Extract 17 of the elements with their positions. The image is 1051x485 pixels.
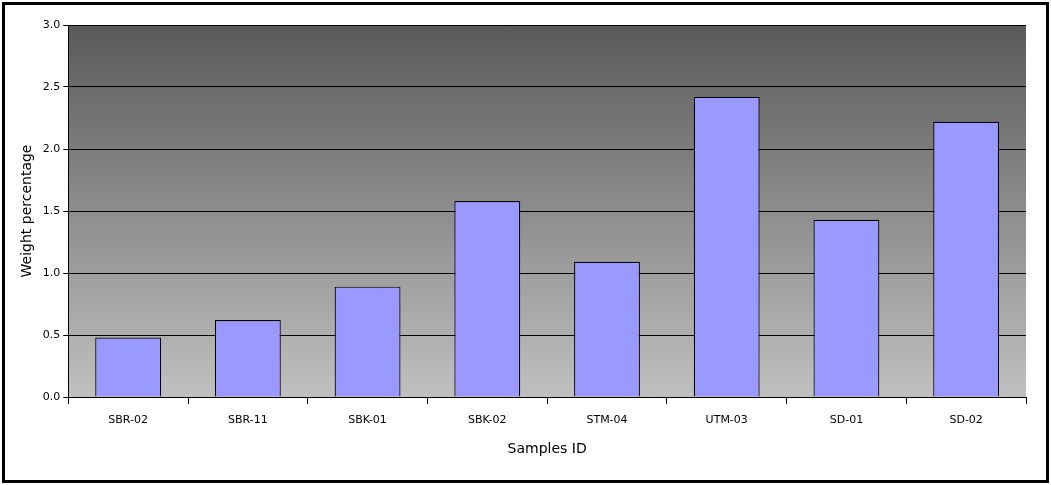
x-tick-label: SBR-11 (228, 413, 268, 427)
x-tick-label: UTM-03 (705, 413, 748, 427)
y-tick-label: 2.0 (42, 141, 61, 155)
y-tick-label: 1.0 (42, 265, 61, 279)
x-tick-label: SBK-02 (468, 413, 507, 427)
y-tick-label: 1.5 (42, 203, 61, 217)
y-tick-label: 3.0 (42, 17, 61, 31)
x-tick-label: SBK-01 (348, 413, 387, 427)
y-tick-label: 0.0 (42, 389, 61, 403)
y-tick-label: 2.5 (42, 79, 61, 93)
y-tick-label: 0.5 (42, 327, 61, 341)
x-tick-label: SD-01 (829, 413, 864, 427)
x-axis-title: Samples ID (507, 440, 587, 457)
y-axis-title: Weight percentage (18, 144, 35, 278)
x-tick-label: SBR-02 (108, 413, 148, 427)
x-tick-label: SD-02 (949, 413, 983, 427)
x-tick-label: STM-04 (586, 413, 628, 427)
